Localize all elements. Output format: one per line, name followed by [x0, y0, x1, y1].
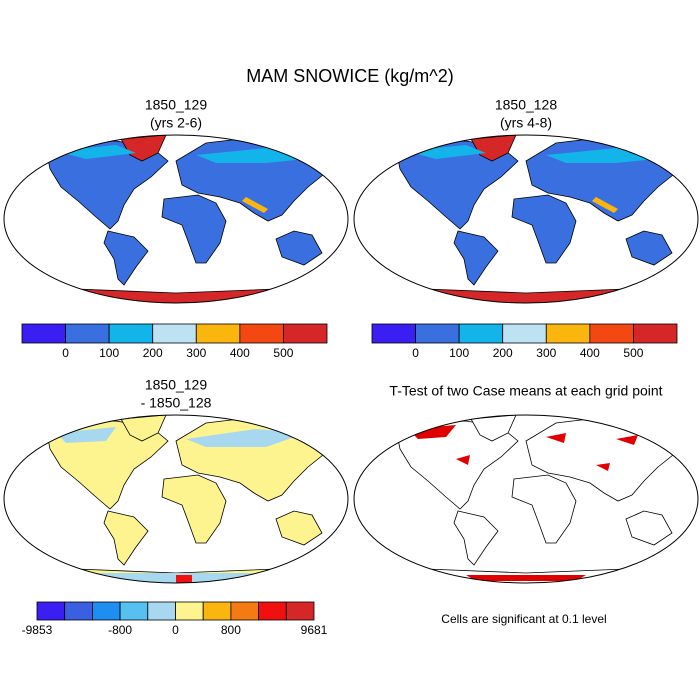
- colorbar-cell: [633, 323, 678, 344]
- land-africa: [161, 474, 227, 544]
- land-australia: [625, 510, 673, 546]
- colorbar-label: 0: [412, 346, 419, 360]
- colorbar-cell: [502, 323, 547, 344]
- colorbar-label: 100: [449, 346, 469, 360]
- colorbar-cell: [258, 601, 287, 621]
- colorbar-cell: [92, 601, 121, 621]
- colorbar-label: -9853: [22, 623, 53, 637]
- colorbar-cell: [589, 323, 634, 344]
- colorbar-label: 300: [536, 346, 556, 360]
- colorbar-cell: [202, 601, 232, 621]
- colorbar-label: 500: [623, 346, 643, 360]
- colorbar-cell: [545, 323, 591, 344]
- map-land: [354, 135, 698, 303]
- panel-subtitle: (yrs 2-6): [150, 115, 202, 131]
- panel-title: 1850_129: [145, 97, 208, 113]
- colorbar-label: 9681: [301, 623, 328, 637]
- colorbar-cell: [415, 323, 460, 344]
- colorbar-cell: [195, 323, 241, 344]
- colorbar-cell: [108, 323, 154, 344]
- snow-peak: [592, 197, 618, 213]
- land-samerica: [453, 230, 499, 286]
- panel-subtitle: (yrs 4-8): [500, 115, 552, 131]
- map-border: [3, 414, 349, 584]
- panel-subtitle: - 1850_128: [141, 395, 212, 411]
- colorbar-cell: [239, 323, 284, 344]
- colorbar-cell: [175, 601, 204, 621]
- colorbar-label: 0: [172, 623, 179, 637]
- snow-peak: [242, 197, 268, 213]
- map-border: [353, 134, 699, 304]
- land-africa: [511, 474, 577, 544]
- land-africa: [511, 194, 577, 264]
- land-samerica: [103, 510, 149, 566]
- panel-title: 1850_128: [495, 97, 558, 113]
- panel-note: Cells are significant at 0.1 level: [441, 612, 606, 626]
- snow-band: [406, 145, 676, 163]
- colorbar-cell: [21, 323, 66, 344]
- colorbar-cell: [65, 323, 110, 344]
- land-australia: [625, 230, 673, 266]
- colorbar-cell: [371, 323, 416, 344]
- map-land: [4, 415, 348, 583]
- colorbar-label: 800: [221, 623, 241, 637]
- colorbar-cell: [285, 601, 315, 621]
- land-africa: [161, 194, 227, 264]
- colorbar-cell: [119, 601, 149, 621]
- colorbar-cell: [147, 601, 176, 621]
- colorbar-label: -800: [108, 623, 132, 637]
- map: [3, 134, 349, 304]
- land-antarctica: [354, 288, 698, 303]
- colorbar-label: 0: [62, 346, 69, 360]
- diff-patch: [176, 575, 192, 583]
- panel-title: T-Test of two Case means at each grid po…: [389, 383, 662, 399]
- map-land: [354, 415, 698, 583]
- map: [353, 414, 699, 584]
- map: [3, 414, 349, 584]
- map-border: [3, 134, 349, 304]
- colorbar-cell: [64, 601, 93, 621]
- land-australia: [275, 510, 323, 546]
- snow-band: [56, 145, 326, 163]
- colorbar-cell: [152, 323, 197, 344]
- map-border: [353, 414, 699, 584]
- colorbar-label: 400: [230, 346, 250, 360]
- colorbar-label: 500: [273, 346, 293, 360]
- colorbar-cell: [458, 323, 504, 344]
- map: [353, 134, 699, 304]
- colorbar-cell: [283, 323, 328, 344]
- figure-title: MAM SNOWICE (kg/m^2): [246, 66, 453, 86]
- land-australia: [275, 230, 323, 266]
- land-samerica: [103, 230, 149, 286]
- colorbar-label: 400: [580, 346, 600, 360]
- colorbar-cell: [230, 601, 259, 621]
- map-land: [4, 135, 348, 303]
- panel-title: 1850_129: [145, 377, 208, 393]
- colorbar-cell: [36, 601, 66, 621]
- colorbar-label: 200: [143, 346, 163, 360]
- colorbar-label: 100: [99, 346, 119, 360]
- land-antarctica: [4, 288, 348, 303]
- colorbar-label: 300: [186, 346, 206, 360]
- land-samerica: [453, 510, 499, 566]
- colorbar-label: 200: [493, 346, 513, 360]
